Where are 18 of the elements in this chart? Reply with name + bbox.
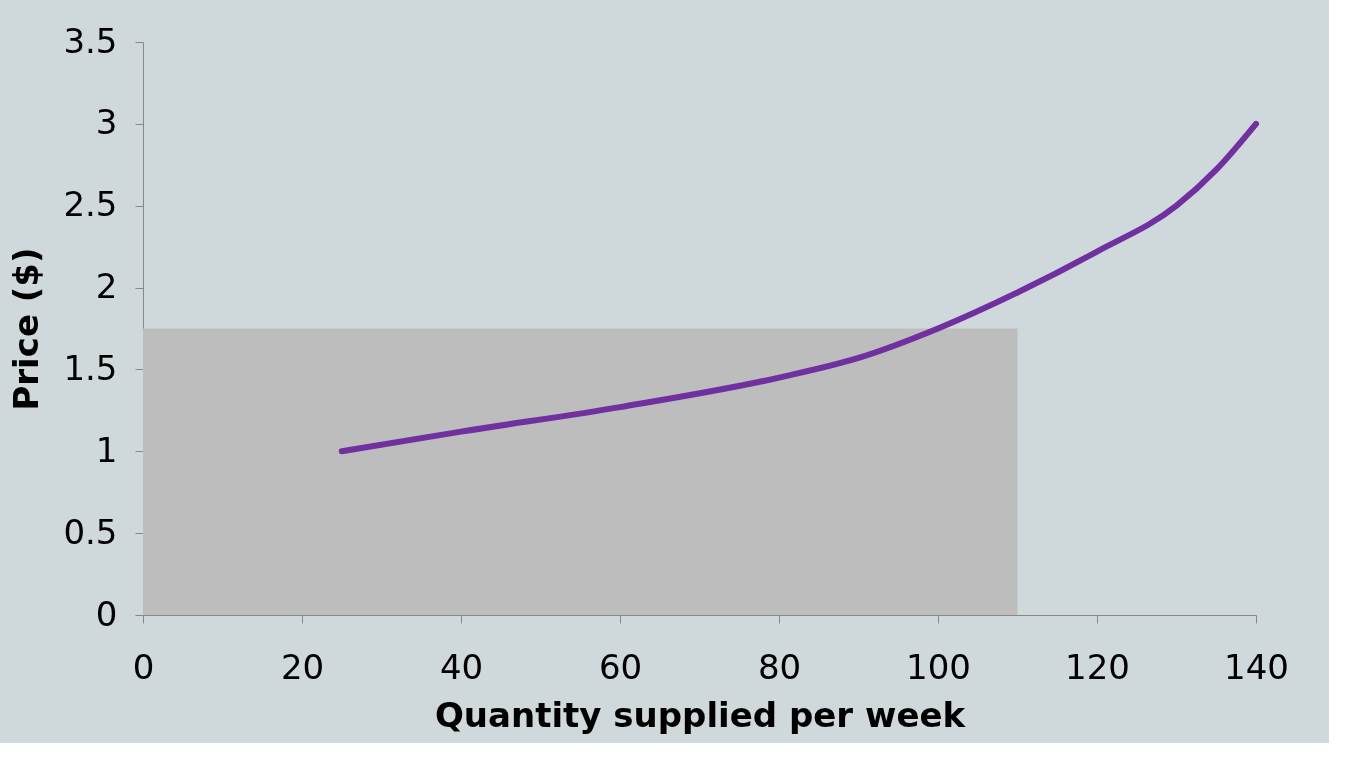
y-tick-label: 2 bbox=[95, 266, 118, 307]
x-tick-label: 40 bbox=[439, 646, 484, 687]
x-tick-label: 80 bbox=[757, 646, 802, 687]
y-tick-label: 1.5 bbox=[63, 347, 118, 388]
y-tick-label: 0.5 bbox=[63, 511, 118, 552]
x-tick-label: 20 bbox=[280, 646, 325, 687]
y-tick-label: 3 bbox=[95, 102, 118, 143]
y-axis-title: Price ($) bbox=[6, 247, 47, 411]
x-tick-label: 140 bbox=[1224, 646, 1289, 687]
x-tick-label: 100 bbox=[906, 646, 971, 687]
x-axis-title: Quantity supplied per week bbox=[434, 694, 967, 735]
y-tick-label: 0 bbox=[95, 593, 118, 634]
y-tick-label: 3.5 bbox=[63, 20, 118, 61]
y-tick-label: 1 bbox=[95, 429, 118, 470]
y-tick-label: 2.5 bbox=[63, 184, 118, 225]
x-tick-label: 120 bbox=[1065, 646, 1130, 687]
x-tick-label: 60 bbox=[598, 646, 643, 687]
x-tick-label: 0 bbox=[132, 646, 155, 687]
